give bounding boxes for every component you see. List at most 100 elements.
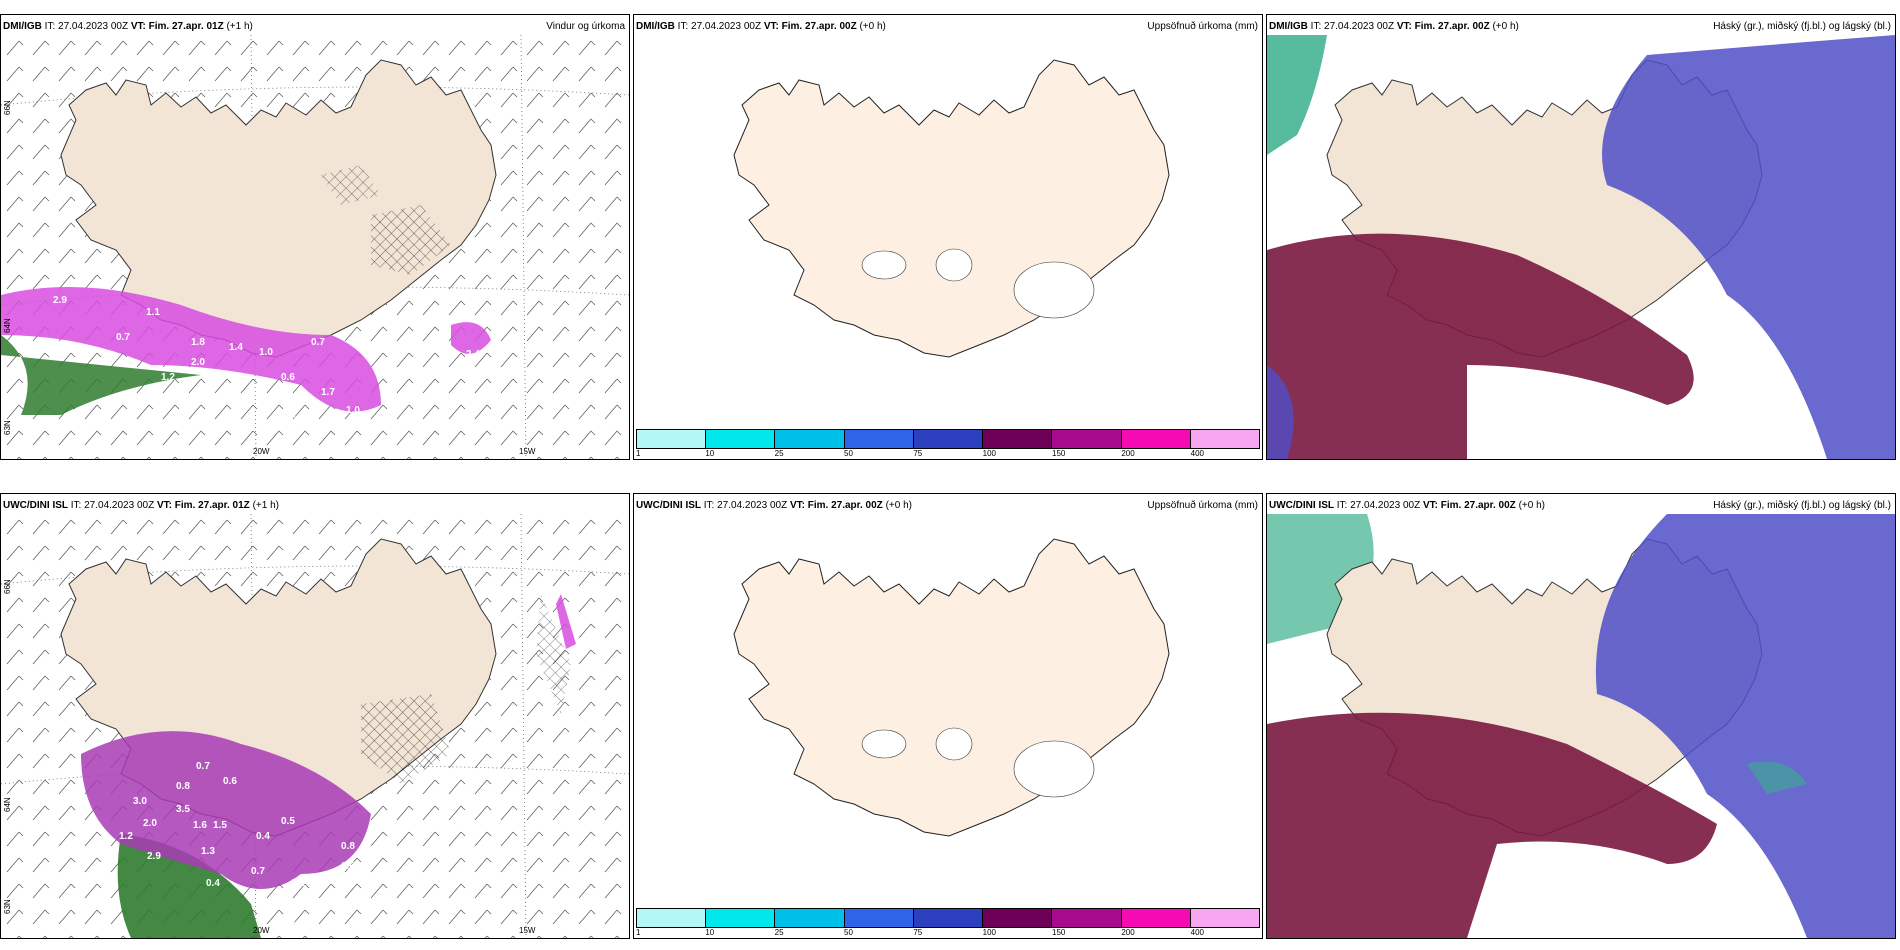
precip-value: 2.9: [53, 295, 67, 306]
panel-header: UWC/DINI ISL IT: 27.04.2023 00Z VT: Fim.…: [1269, 500, 1891, 514]
source-label: DMI/IGB: [3, 21, 42, 32]
legend-tick-label: 400: [1190, 449, 1205, 458]
lon-label: 20W: [253, 926, 270, 935]
precip-value: 0.4: [281, 916, 295, 927]
panel-top-right: DMI/IGB IT: 27.04.2023 00Z VT: Fim. 27.a…: [1266, 14, 1896, 460]
panel-title: Háský (gr.), miðský (fj.bl.) og lágský (…: [1713, 500, 1891, 511]
panel-title: Uppsöfnuð úrkoma (mm): [1147, 21, 1258, 32]
legend-swatch: [1052, 909, 1122, 927]
lead-label: (+0 h): [1518, 500, 1545, 511]
lead-label: (+1 h): [252, 500, 279, 511]
lead-label: (+0 h): [859, 21, 886, 32]
vt-label: VT: Fim. 27.apr. 01Z: [156, 500, 250, 511]
panel-bottom-left: UWC/DINI ISL IT: 27.04.2023 00Z VT: Fim.…: [0, 493, 630, 939]
legend-swatch: [913, 909, 984, 927]
legend-swatch: [983, 909, 1053, 927]
precip-value: 2.0: [191, 357, 205, 368]
panel-header: DMI/IGB IT: 27.04.2023 00Z VT: Fim. 27.a…: [636, 21, 1258, 35]
it-label: IT: 27.04.2023 00Z: [1336, 500, 1421, 511]
lat-label: 66N: [3, 579, 12, 594]
lat-label: 64N: [3, 797, 12, 812]
vt-label: VT: Fim. 27.apr. 00Z: [1396, 21, 1490, 32]
precip-value: 0.8: [341, 841, 355, 852]
panel-bottom-middle: UWC/DINI ISL IT: 27.04.2023 00Z VT: Fim.…: [633, 493, 1263, 939]
legend-tick-label: 1: [636, 449, 641, 458]
map-accumulated-precip: [634, 514, 1262, 938]
panel-title: Vindur og úrkoma: [546, 21, 625, 32]
legend-swatch: [706, 909, 776, 927]
legend-swatch: [983, 430, 1053, 448]
vt-label: VT: Fim. 27.apr. 01Z: [130, 21, 224, 32]
precip-value: 0.8: [176, 781, 190, 792]
legend-swatch: [1190, 430, 1259, 448]
legend-tick-label: 200: [1121, 449, 1135, 458]
lon-label: 15W: [519, 926, 536, 935]
source-label: UWC/DINI ISL: [3, 500, 68, 511]
precip-value: 0.7: [311, 337, 325, 348]
precip-value: 0.6: [281, 372, 295, 383]
legend-tick-label: 25: [774, 928, 784, 937]
precip-legend: 1 10 25 50 75 100 150 200 400: [636, 908, 1260, 937]
precip-value: 0.7: [116, 332, 130, 343]
lead-label: (+0 h): [885, 500, 912, 511]
legend-swatch: [775, 909, 845, 927]
source-label: DMI/IGB: [636, 21, 675, 32]
precip-value: 2.2: [291, 878, 305, 889]
panel-header: DMI/IGB IT: 27.04.2023 00Z VT: Fim. 27.a…: [1269, 21, 1891, 35]
lead-label: (+0 h): [1492, 21, 1519, 32]
precip-value: 1.0: [346, 405, 360, 416]
precip-value: 1.5: [213, 820, 227, 831]
precip-value: 1.4: [229, 342, 243, 353]
precip-value: 1.7: [321, 387, 335, 398]
precip-value: 0.7: [196, 761, 210, 772]
panel-title: Háský (gr.), miðský (fj.bl.) og lágský (…: [1713, 21, 1891, 32]
it-label: IT: 27.04.2023 00Z: [70, 500, 155, 511]
vt-label: VT: Fim. 27.apr. 00Z: [1422, 500, 1516, 511]
precip-value: 1.8: [191, 337, 205, 348]
legend-tick-label: 75: [913, 449, 923, 458]
vt-label: VT: Fim. 27.apr. 00Z: [789, 500, 883, 511]
map-clouds: [1267, 35, 1895, 459]
it-label: IT: 27.04.2023 00Z: [44, 21, 129, 32]
lead-label: (+1 h): [226, 21, 253, 32]
legend-swatch: [706, 430, 776, 448]
legend-tick-label: 75: [913, 928, 923, 937]
panel-title: Uppsöfnuð úrkoma (mm): [1147, 500, 1258, 511]
panel-header: UWC/DINI ISL IT: 27.04.2023 00Z VT: Fim.…: [3, 500, 625, 514]
panel-header: DMI/IGB IT: 27.04.2023 00Z VT: Fim. 27.a…: [3, 21, 625, 35]
legend-swatch: [1121, 430, 1191, 448]
legend-tick-label: 100: [982, 449, 997, 458]
legend-swatch: [844, 430, 914, 448]
precip-value: 1.2: [161, 372, 175, 383]
source-label: UWC/DINI ISL: [636, 500, 701, 511]
precip-value: 0.5: [281, 816, 295, 827]
lat-label: 63N: [3, 899, 12, 914]
legend-tick-label: 400: [1190, 928, 1205, 937]
legend-swatch: [913, 430, 984, 448]
it-label: IT: 27.04.2023 00Z: [677, 21, 762, 32]
precip-value: 0.6: [341, 861, 355, 872]
map-clouds: [1267, 514, 1895, 938]
precip-value: 0.7: [251, 866, 265, 877]
legend-tick-label: 1: [636, 928, 641, 937]
map-wind-precip: 2.9 0.7 1.1 1.8 1.4 1.0 2.0 1.2 0.7 2.4 …: [1, 35, 629, 459]
map-wind-precip: 3.0 2.0 1.2 0.7 0.6 0.8 3.5 1.6 1.5 0.4 …: [1, 514, 629, 938]
precip-value: 2.4: [466, 349, 480, 360]
precip-value: 1.2: [119, 831, 133, 842]
legend-swatch: [775, 430, 845, 448]
legend-tick-label: 100: [982, 928, 997, 937]
legend-swatch: [844, 909, 914, 927]
lat-label: 63N: [3, 420, 12, 435]
legend-tick-label: 150: [1052, 928, 1066, 937]
lon-label: 20W: [253, 447, 270, 456]
panel-top-middle: DMI/IGB IT: 27.04.2023 00Z VT: Fim. 27.a…: [633, 14, 1263, 460]
legend-tick-label: 10: [705, 449, 715, 458]
legend-tick-label: 10: [705, 928, 715, 937]
precip-value: 0.4: [256, 831, 270, 842]
precip-value: 0.9: [291, 415, 305, 426]
legend-tick-label: 200: [1121, 928, 1135, 937]
vt-label: VT: Fim. 27.apr. 00Z: [763, 21, 857, 32]
precip-value: 1.3: [201, 846, 215, 857]
panel-header: UWC/DINI ISL IT: 27.04.2023 00Z VT: Fim.…: [636, 500, 1258, 514]
source-label: DMI/IGB: [1269, 21, 1308, 32]
